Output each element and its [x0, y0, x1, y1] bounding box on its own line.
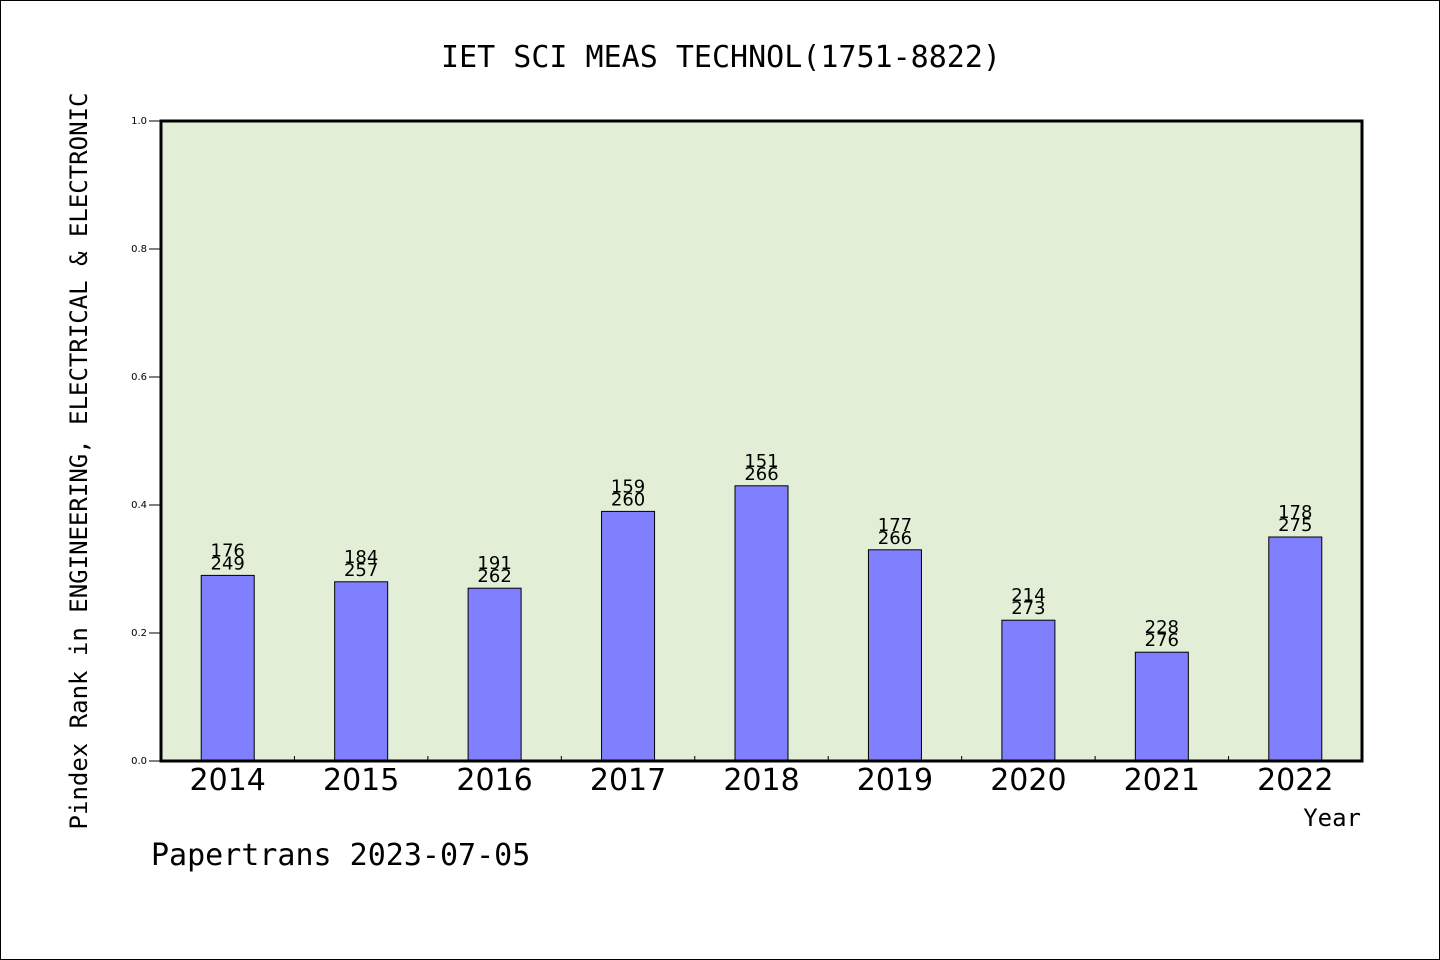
x-tick-label: 2020: [990, 763, 1066, 798]
bar-2019: [867, 549, 922, 762]
x-tick-label: 2017: [590, 763, 666, 798]
bar-2015: [334, 581, 389, 762]
rank-label: 214: [1011, 585, 1045, 606]
y-tick-label: 0.8: [131, 244, 147, 255]
y-tick-label: 0.4: [131, 500, 147, 511]
x-tick-label: 2014: [190, 763, 266, 798]
x-tick-label: 2016: [456, 763, 532, 798]
bar-2022: [1268, 536, 1323, 762]
y-tick-label: 0.2: [131, 628, 147, 639]
rank-label: 159: [611, 476, 645, 497]
rank-label: 178: [1278, 502, 1312, 523]
x-tick-label: 2022: [1257, 763, 1333, 798]
total-label: 260: [611, 489, 645, 510]
rank-label: 151: [744, 451, 778, 472]
total-label: 262: [477, 566, 511, 587]
total-label: 249: [211, 553, 245, 574]
total-label: 266: [878, 528, 912, 549]
rank-label: 184: [344, 547, 378, 568]
bar-2017: [601, 510, 656, 762]
x-tick-label: 2015: [323, 763, 399, 798]
total-label: 257: [344, 560, 378, 581]
y-tick-label: 0.0: [131, 756, 147, 767]
bar-2016: [467, 587, 522, 762]
y-tick-label: 1.0: [131, 116, 147, 127]
x-tick-label: 2021: [1124, 763, 1200, 798]
rank-label: 191: [477, 553, 511, 574]
rank-label: 176: [211, 540, 245, 561]
rank-label: 177: [878, 515, 912, 536]
plot-frame: [159, 119, 1364, 763]
x-tick-label: 2018: [723, 763, 799, 798]
total-label: 275: [1278, 515, 1312, 536]
y-axis-label: Pindex Rank in ENGINEERING, ELECTRICAL &…: [65, 93, 93, 830]
x-tick-label: 2019: [857, 763, 933, 798]
total-label: 276: [1145, 630, 1179, 651]
bar-2020: [1001, 619, 1056, 762]
chart-title: IET SCI MEAS TECHNOL(1751-8822): [441, 40, 1001, 75]
bar-2021: [1134, 651, 1189, 762]
footer-credit: Papertrans 2023-07-05: [151, 838, 530, 873]
x-axis-label: Year: [1303, 804, 1361, 832]
bars-group: [200, 485, 1323, 762]
x-ticks: 2014 2015 2016 2017 2018 2019 2020 2021 2022: [190, 756, 1333, 798]
y-tick-label: 0.6: [131, 372, 147, 383]
total-label: 273: [1011, 598, 1045, 619]
total-label: 266: [744, 464, 778, 485]
y-ticks: 0.0 0.2 0.4 0.6 0.8 1.0: [131, 116, 161, 767]
rank-label: 228: [1145, 617, 1179, 638]
bar-2018: [734, 485, 789, 762]
bar-2014: [200, 574, 255, 762]
